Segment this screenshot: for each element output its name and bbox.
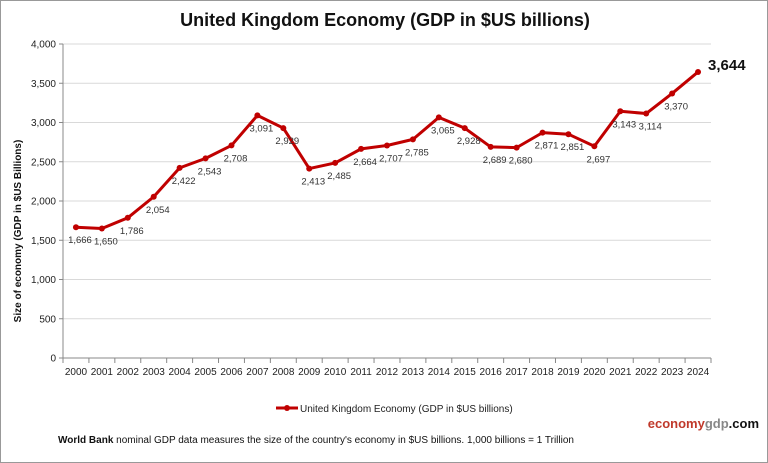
y-tick-label: 1,000 xyxy=(31,275,56,286)
x-tick-label: 2017 xyxy=(505,367,528,378)
data-label: 2,785 xyxy=(405,147,429,158)
data-label: 2,929 xyxy=(275,136,299,147)
data-point xyxy=(487,143,494,150)
y-tick-label: 4,000 xyxy=(31,40,56,51)
x-tick-label: 2002 xyxy=(117,367,140,378)
data-point xyxy=(202,155,209,162)
x-tick-label: 2022 xyxy=(635,367,658,378)
data-point xyxy=(539,129,546,136)
legend-label: United Kingdom Economy (GDP in $US billi… xyxy=(300,404,513,415)
y-tick-label: 2,000 xyxy=(31,197,56,208)
data-point xyxy=(695,68,702,75)
data-point xyxy=(435,114,442,121)
data-label: 3,644 xyxy=(708,57,746,74)
y-tick-label: 1,500 xyxy=(31,236,56,247)
x-tick-label: 2012 xyxy=(376,367,399,378)
x-tick-label: 2004 xyxy=(169,367,192,378)
x-tick-label: 2007 xyxy=(246,367,269,378)
chart-title: United Kingdom Economy (GDP in $US billi… xyxy=(180,10,590,30)
brand-part-3: .com xyxy=(728,416,759,431)
x-tick-label: 2014 xyxy=(428,367,451,378)
data-point xyxy=(124,214,131,221)
data-label: 2,707 xyxy=(379,154,403,165)
brand-logo: economygdp.com xyxy=(648,416,759,431)
x-tick-label: 2019 xyxy=(557,367,580,378)
data-label: 2,928 xyxy=(457,136,481,147)
x-tick-label: 2010 xyxy=(324,367,347,378)
data-point xyxy=(176,164,183,171)
data-point xyxy=(358,145,365,152)
source-note: World Bank nominal GDP data measures the… xyxy=(58,435,574,446)
x-tick-label: 2001 xyxy=(91,367,114,378)
data-point xyxy=(461,125,468,132)
data-label: 3,370 xyxy=(664,101,688,112)
data-label: 3,114 xyxy=(639,122,662,133)
data-point xyxy=(228,142,235,149)
data-point xyxy=(150,193,157,200)
data-label: 2,689 xyxy=(483,155,507,166)
x-tick-label: 2024 xyxy=(687,367,710,378)
data-point xyxy=(98,225,105,232)
data-label: 3,065 xyxy=(431,125,455,136)
y-tick-label: 0 xyxy=(50,354,56,365)
data-point xyxy=(384,142,390,149)
y-tick-label: 3,000 xyxy=(31,118,56,129)
x-tick-label: 2009 xyxy=(298,367,321,378)
data-label: 1,666 xyxy=(68,235,92,246)
y-tick-label: 3,500 xyxy=(31,79,56,90)
y-axis-label: Size of economy (GDP in $US Billions) xyxy=(13,140,24,323)
x-tick-label: 2003 xyxy=(143,367,166,378)
data-label: 2,680 xyxy=(509,156,533,167)
y-tick-label: 2,500 xyxy=(31,157,56,168)
x-tick-label: 2015 xyxy=(454,367,477,378)
data-point xyxy=(591,143,598,150)
x-tick-label: 2005 xyxy=(194,367,217,378)
data-label: 2,851 xyxy=(561,142,585,153)
x-tick-label: 2018 xyxy=(531,367,554,378)
data-label: 1,786 xyxy=(120,226,144,237)
data-label: 2,871 xyxy=(535,141,559,152)
data-point xyxy=(409,136,416,143)
data-label: 1,650 xyxy=(94,236,118,247)
x-tick-label: 2016 xyxy=(480,367,503,378)
x-tick-label: 2013 xyxy=(402,367,425,378)
data-label: 2,708 xyxy=(224,153,248,164)
data-label: 3,143 xyxy=(612,119,636,130)
source-text: nominal GDP data measures the size of th… xyxy=(113,435,574,446)
data-label: 2,413 xyxy=(301,177,325,188)
data-point xyxy=(280,125,287,132)
x-tick-label: 2011 xyxy=(350,367,372,378)
x-tick-label: 2006 xyxy=(220,367,243,378)
data-point xyxy=(254,112,261,119)
data-point xyxy=(332,159,339,166)
data-label: 2,664 xyxy=(353,157,377,168)
source-name: World Bank xyxy=(58,435,114,446)
brand-part-1: economy xyxy=(647,416,705,431)
brand-part-2: gdp xyxy=(704,416,729,431)
y-tick-label: 500 xyxy=(39,314,56,325)
data-label: 2,543 xyxy=(198,166,222,177)
data-label: 2,422 xyxy=(172,176,196,187)
data-point xyxy=(617,108,624,115)
data-label: 2,697 xyxy=(586,154,610,165)
data-label: 3,091 xyxy=(250,123,274,134)
legend-marker xyxy=(284,405,290,411)
x-tick-label: 2020 xyxy=(583,367,606,378)
data-point xyxy=(669,90,676,97)
x-tick-label: 2023 xyxy=(661,367,684,378)
data-point xyxy=(565,131,572,138)
x-tick-label: 2008 xyxy=(272,367,295,378)
data-point xyxy=(643,110,650,117)
data-point xyxy=(513,144,520,151)
data-label: 2,485 xyxy=(327,171,351,182)
x-tick-label: 2000 xyxy=(65,367,88,378)
data-label: 2,054 xyxy=(146,205,170,216)
legend: United Kingdom Economy (GDP in $US billi… xyxy=(276,404,513,415)
data-point xyxy=(72,224,79,231)
x-tick-label: 2021 xyxy=(609,367,632,378)
data-point xyxy=(306,165,313,172)
